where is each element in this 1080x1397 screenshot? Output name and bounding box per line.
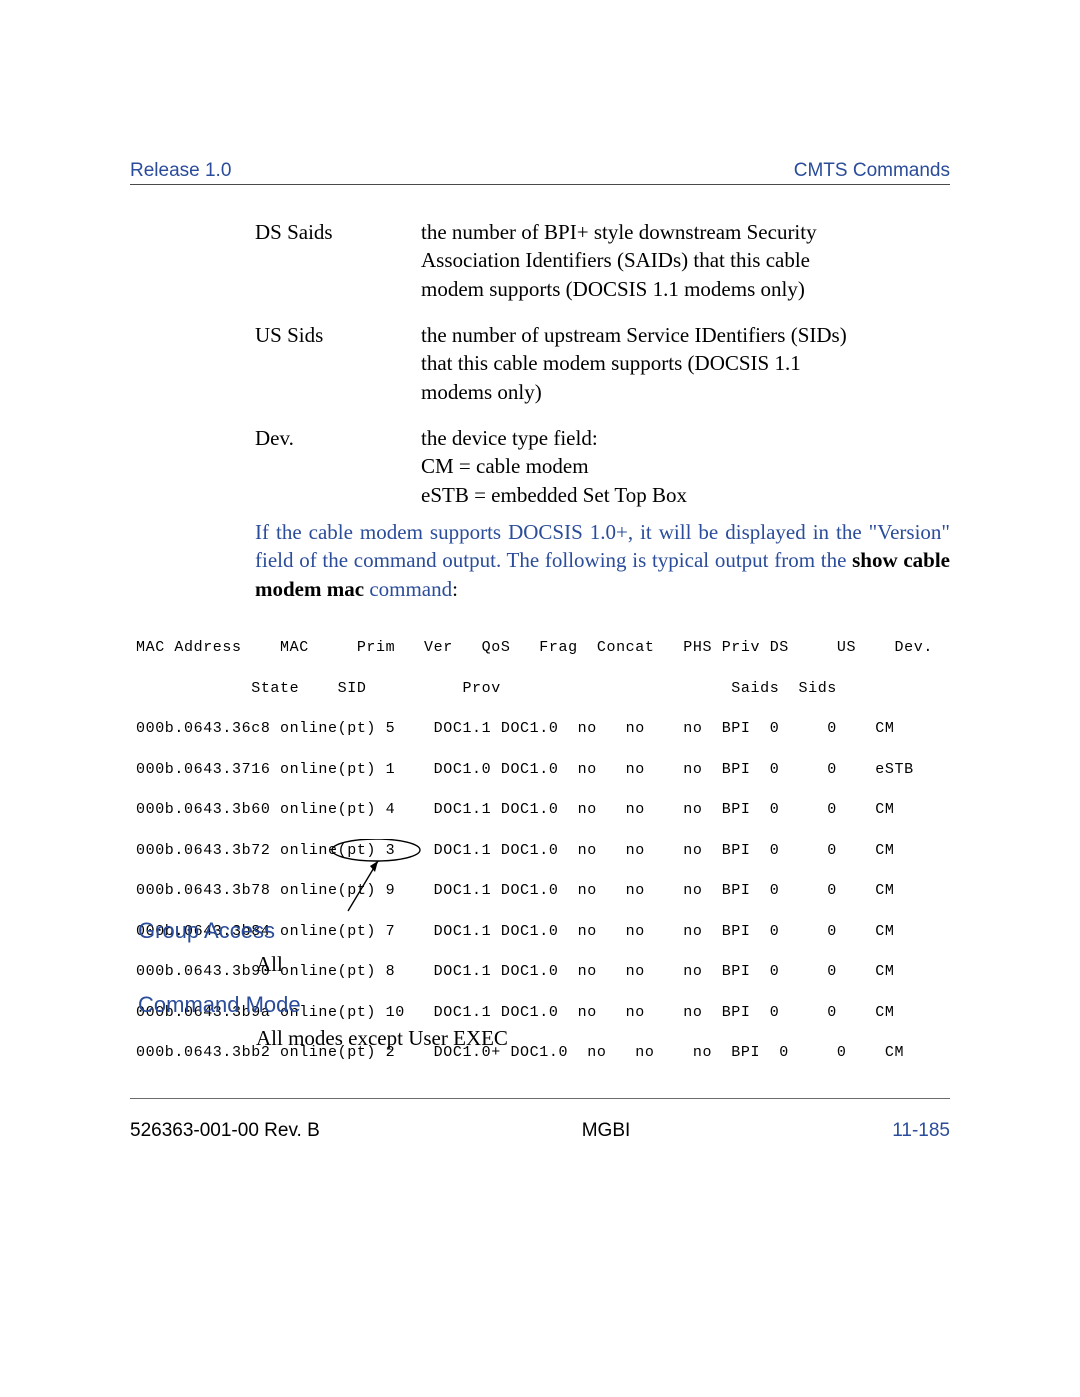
code-row: 000b.0643.3b72 online(pt) 3 DOC1.1 DOC1.… (136, 841, 933, 861)
definition-term: DS Saids (255, 218, 421, 246)
page-header: Release 1.0 CMTS Commands (130, 158, 950, 184)
footer-rule (130, 1098, 950, 1099)
group-access-body: All (256, 950, 283, 978)
command-mode-body: All modes except User EXEC (256, 1024, 508, 1052)
footer-left: 526363-001-00 Rev. B (130, 1118, 320, 1144)
para-text-tail: : (452, 577, 458, 601)
para-text-post: command (364, 577, 452, 601)
definition-list: DS Saids the number of BPI+ style downst… (255, 218, 874, 527)
code-row: 000b.0643.3b78 online(pt) 9 DOC1.1 DOC1.… (136, 881, 933, 901)
definition-desc: the number of upstream Service IDentifie… (421, 321, 874, 406)
definition-desc: the device type field: CM = cable modem … (421, 424, 874, 509)
page: Release 1.0 CMTS Commands DS Saids the n… (0, 0, 1080, 1397)
header-left: Release 1.0 (130, 158, 231, 184)
definition-row: Dev. the device type field: CM = cable m… (255, 424, 874, 509)
para-text-pre: If the cable modem supports DOCSIS 1.0+,… (255, 520, 950, 572)
code-header-row: MAC Address MAC Prim Ver QoS Frag Concat… (136, 638, 933, 658)
code-row: 000b.0643.3716 online(pt) 1 DOC1.0 DOC1.… (136, 760, 933, 780)
code-header-row: State SID Prov Saids Sids (136, 679, 933, 699)
footer-right: 11-185 (892, 1118, 950, 1144)
section-title-command-mode: Command Mode (138, 990, 301, 1020)
definition-desc: the number of BPI+ style downstream Secu… (421, 218, 874, 303)
header-right: CMTS Commands (794, 158, 950, 184)
page-footer: 526363-001-00 Rev. B MGBI 11-185 (130, 1118, 950, 1144)
definition-term: US Sids (255, 321, 421, 349)
section-title-group-access: Group Access (138, 916, 275, 946)
header-rule (130, 184, 950, 185)
code-row: 000b.0643.36c8 online(pt) 5 DOC1.1 DOC1.… (136, 719, 933, 739)
definition-row: US Sids the number of upstream Service I… (255, 321, 874, 406)
explanatory-paragraph: If the cable modem supports DOCSIS 1.0+,… (255, 518, 950, 603)
definition-row: DS Saids the number of BPI+ style downst… (255, 218, 874, 303)
code-row: 000b.0643.3b60 online(pt) 4 DOC1.1 DOC1.… (136, 800, 933, 820)
definition-term: Dev. (255, 424, 421, 452)
footer-center: MGBI (582, 1118, 631, 1144)
